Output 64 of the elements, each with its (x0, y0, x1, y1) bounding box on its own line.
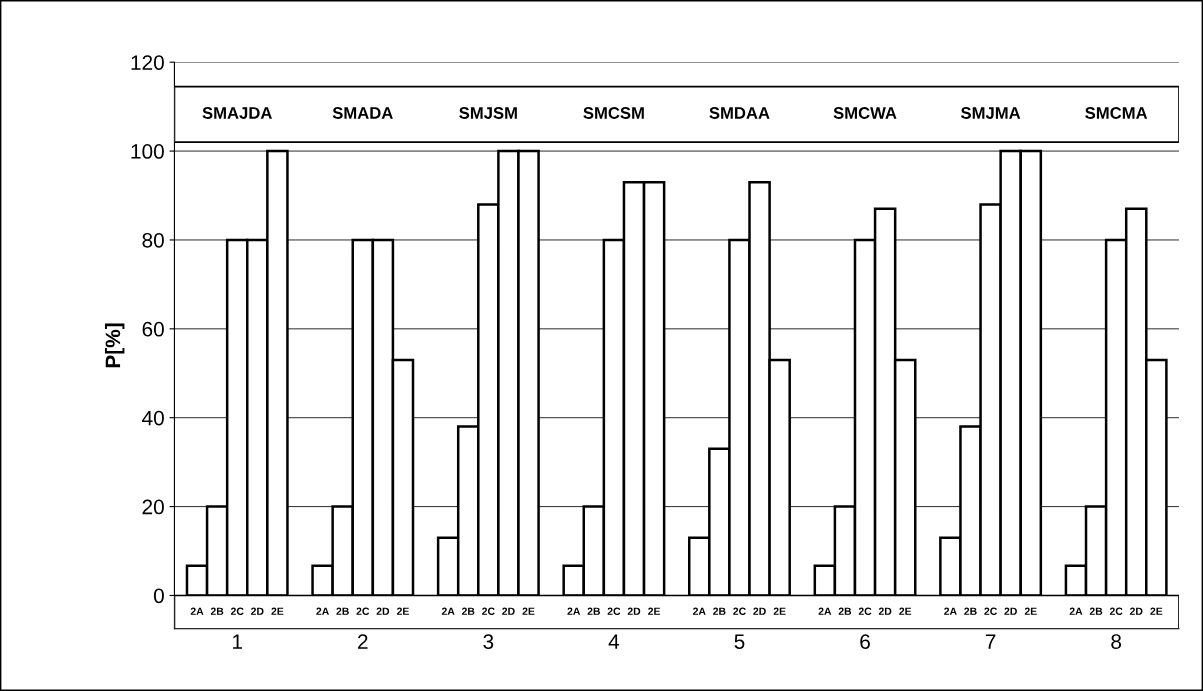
text: 2C (984, 607, 997, 615)
annotation: SMJMA (960, 107, 1021, 119)
x-tick-label: 2 (358, 634, 368, 649)
text: 2D (1129, 607, 1143, 615)
y-tick-label: 100 (131, 144, 164, 159)
text: 2E (899, 607, 912, 615)
text: 2A (1069, 607, 1083, 615)
text: 2D (753, 607, 766, 615)
x-tick-label: 8 (1111, 634, 1122, 649)
text: 2D (627, 607, 641, 615)
y-tick-label: 20 (142, 499, 164, 515)
text: 2C (482, 607, 495, 615)
x-tick-label: 4 (608, 634, 620, 649)
annotation: SMAJDA (202, 107, 272, 119)
text: 2A (944, 607, 957, 615)
x-tick-label: 3 (483, 634, 494, 649)
text: 2D (878, 607, 892, 615)
y-tick-label: 0 (153, 588, 164, 604)
text: 2B (964, 607, 977, 615)
annotation: SMJSM (459, 107, 517, 119)
series-label: 2E (271, 607, 284, 615)
text: 2D (502, 607, 515, 615)
text: 2B (461, 607, 475, 615)
annotation: SMCWA (833, 107, 897, 119)
text: 2A (441, 607, 455, 615)
annotation: SMCSM (583, 107, 644, 119)
text: 2C (356, 607, 370, 615)
annotation: SMADA (332, 107, 393, 119)
series-label: 2B (210, 607, 224, 615)
text: 2E (1024, 607, 1037, 615)
series-label: 2D (251, 607, 264, 615)
text: 2E (522, 607, 535, 615)
text: 2E (648, 607, 661, 615)
text: 2C (733, 607, 746, 615)
y-tick-label: 120 (131, 55, 164, 70)
series-label: 2C (230, 607, 244, 615)
text: 2A (567, 607, 581, 615)
text: 2A (316, 607, 329, 615)
text: 2A (818, 607, 832, 615)
x-tick-label: 7 (985, 634, 996, 649)
text: 2C (607, 607, 621, 615)
y-tick-label: 80 (142, 232, 164, 248)
text: 2B (713, 607, 726, 615)
text: 2C (858, 607, 872, 615)
annotation: SMDAA (709, 107, 770, 119)
y-axis-title: P[%] (104, 323, 125, 368)
text: 2D (1004, 607, 1017, 615)
text: 2E (396, 607, 409, 615)
x-tick-label: 6 (860, 634, 870, 649)
text: 2E (1150, 607, 1163, 615)
annotation: SMCMA (1085, 107, 1148, 119)
text: 2B (1089, 607, 1103, 615)
text: 2A (692, 607, 706, 615)
y-tick-label: 40 (142, 410, 164, 426)
text: 2B (336, 607, 349, 615)
text: 2C (1109, 607, 1123, 615)
text: 2D (376, 607, 390, 615)
series-label: 2A (190, 607, 204, 615)
y-tick-label: 60 (142, 321, 164, 337)
text: 2B (838, 607, 852, 615)
x-tick-label: 5 (734, 634, 745, 649)
x-tick-label: 1 (233, 634, 242, 649)
text: 2E (773, 607, 786, 615)
text: 2B (587, 607, 600, 615)
